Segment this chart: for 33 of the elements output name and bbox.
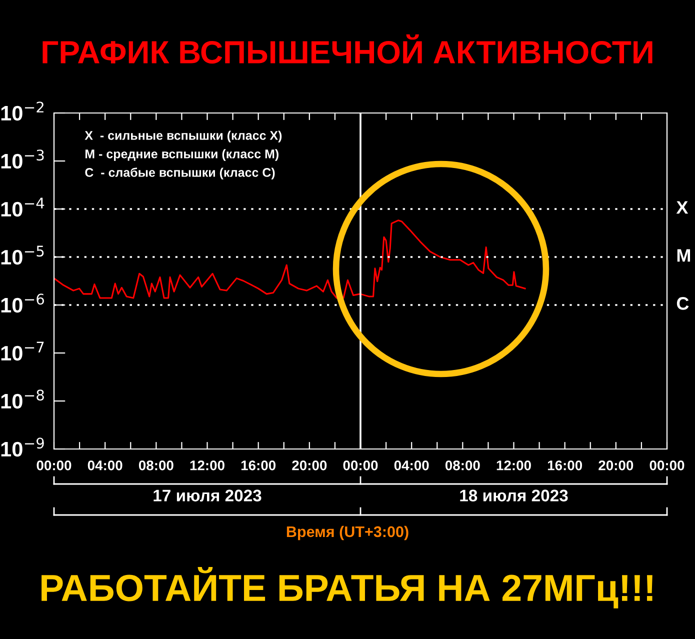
ref-line-label: M xyxy=(677,249,690,262)
x-tick-label: 00:00 xyxy=(36,460,72,470)
x-tick-label: 04:00 xyxy=(88,460,122,470)
y-tick-label: 10$^{−5}$ xyxy=(1,246,44,265)
x-axis-title: Время (UT+3:00) xyxy=(286,526,408,540)
y-tick-label: 10$^{−8}$ xyxy=(1,390,44,409)
y-tick-label: 10$^{−6}$ xyxy=(1,294,44,313)
x-tick-label: 08:00 xyxy=(138,460,174,470)
y-tick-label: 10$^{−4}$ xyxy=(1,198,44,217)
x-tick-label: 20:00 xyxy=(292,460,327,470)
chart-title: ГРАФИК ВСПЫШЕЧНОЙ АКТИВНОСТИ xyxy=(42,34,652,64)
y-tick-label: 10$^{−2}$ xyxy=(1,102,44,121)
x-tick-label: 00:00 xyxy=(343,460,378,470)
y-tick-label: 10$^{−9}$ xyxy=(1,438,44,457)
y-tick-label: 10$^{−3}$ xyxy=(1,150,44,169)
annotation: M - средние вспышки (класс M) xyxy=(85,149,278,161)
annotation: X - сильные вспышки (класс X) xyxy=(84,130,282,142)
ref-line-label: X xyxy=(676,201,688,214)
x-tick-label: 08:00 xyxy=(445,460,480,470)
text: 18 июля 2023 xyxy=(460,490,568,502)
x-tick-label: 00:00 xyxy=(650,460,684,470)
x-tick-label: 04:00 xyxy=(394,460,429,470)
ref-line-label: C xyxy=(676,297,689,310)
text: РАБОТАЙТЕ БРАТЬЯ НА 27МГц!!! xyxy=(42,567,652,608)
x-tick-label: 12:00 xyxy=(496,460,531,470)
text: 17 июля 2023 xyxy=(154,490,262,502)
annotation: C - слабые вспышки (класс C) xyxy=(85,168,275,180)
x-tick-label: 12:00 xyxy=(190,460,224,470)
x-tick-label: 20:00 xyxy=(598,460,634,470)
x-tick-label: 16:00 xyxy=(548,460,582,470)
y-tick-label: 10$^{−7}$ xyxy=(1,342,44,361)
x-tick-label: 16:00 xyxy=(241,460,276,470)
line-series xyxy=(54,220,526,299)
